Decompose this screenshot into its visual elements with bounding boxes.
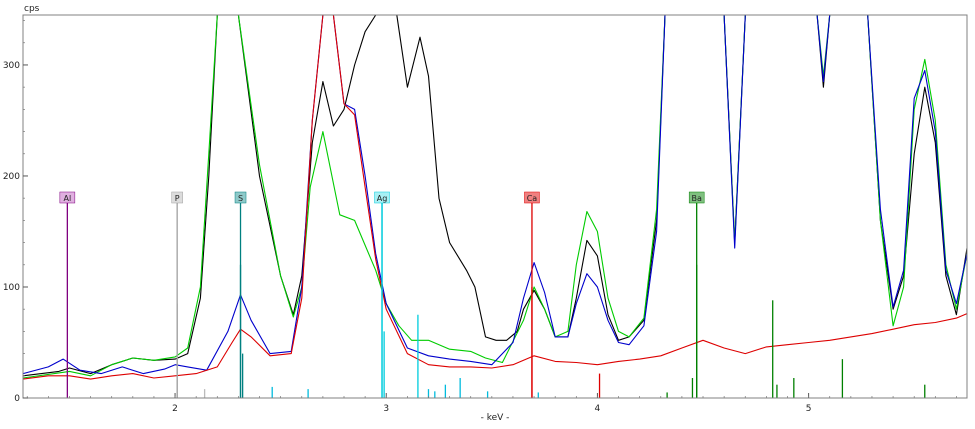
element-marker-ba[interactable]: Ba (688, 191, 705, 398)
x-tick-label: 2 (172, 404, 178, 414)
spectrum-series-4 (22, 14, 968, 380)
element-marker-box (524, 191, 540, 204)
x-tick-label: 4 (595, 404, 601, 414)
element-marker-ca[interactable]: Ca (524, 191, 540, 398)
y-axis-label: cps (24, 4, 40, 14)
element-marker-label: Ag (377, 194, 388, 203)
y-tick-label: 0 (14, 394, 20, 404)
element-marker-label: Ba (691, 194, 701, 203)
element-marker-label: Al (63, 194, 71, 203)
element-marker-box (234, 191, 247, 204)
y-tick-label: 100 (3, 283, 20, 293)
y-tick-label: 300 (3, 61, 20, 71)
element-marker-s[interactable]: S (234, 191, 247, 398)
x-axis-label: - keV - (481, 413, 510, 423)
element-marker-box (688, 191, 705, 204)
element-marker-p[interactable]: P (171, 191, 183, 398)
x-tick-label: 5 (806, 404, 812, 414)
element-marker-label: P (175, 194, 180, 203)
element-marker-al[interactable]: Al (59, 191, 76, 398)
axis-layer: 2 3 4 5 0 100 200 300 (3, 20, 957, 414)
marker-layer: Al P S Ag Ca Ba (59, 191, 705, 398)
x-tick-label: 3 (383, 404, 389, 414)
element-marker-label: Ca (527, 194, 538, 203)
element-marker-label: S (238, 194, 243, 203)
plot-frame (22, 14, 968, 399)
element-marker-box (374, 191, 390, 204)
element-marker-box (171, 191, 183, 204)
element-marker-ag[interactable]: Ag (374, 191, 390, 398)
y-tick-label: 200 (3, 172, 20, 182)
element-marker-box (59, 191, 76, 204)
